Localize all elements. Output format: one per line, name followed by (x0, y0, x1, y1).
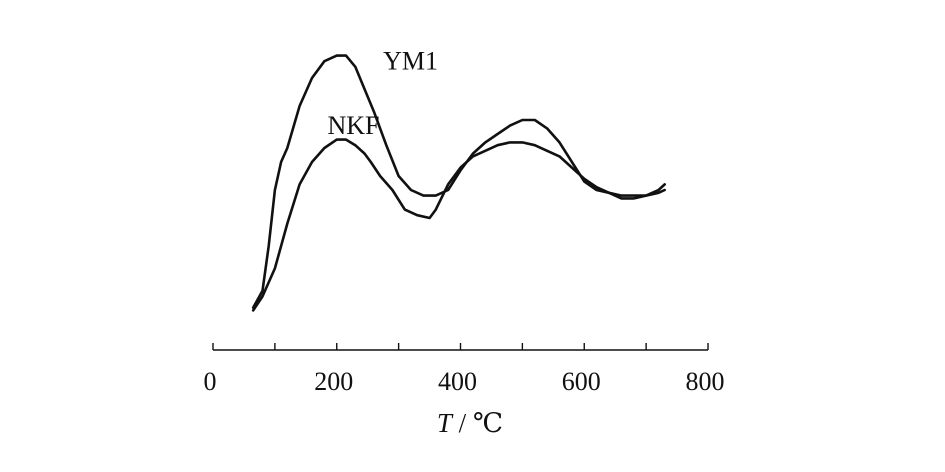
series-labels: YM1 NKF (327, 47, 438, 140)
x-axis-ticks (212, 343, 709, 350)
x-axis-tick-labels: 0 200 400 600 800 (204, 367, 725, 396)
series-label-nkf: NKF (327, 111, 379, 140)
x-tick-label-800: 800 (686, 367, 725, 396)
series-group (251, 54, 667, 312)
x-axis-var: T (437, 408, 454, 438)
x-tick-label-0: 0 (204, 367, 217, 396)
x-tick-label-600: 600 (562, 367, 601, 396)
x-axis-unit: ℃ (473, 408, 503, 438)
x-axis-sep: / (452, 408, 473, 438)
series-label-ym1: YM1 (383, 47, 438, 76)
x-tick-label-400: 400 (438, 367, 477, 396)
x-tick-label-200: 200 (314, 367, 353, 396)
series-line-ym1 (251, 54, 667, 309)
x-axis-title: T / ℃ (437, 408, 503, 438)
series-line-nkf (251, 138, 667, 312)
